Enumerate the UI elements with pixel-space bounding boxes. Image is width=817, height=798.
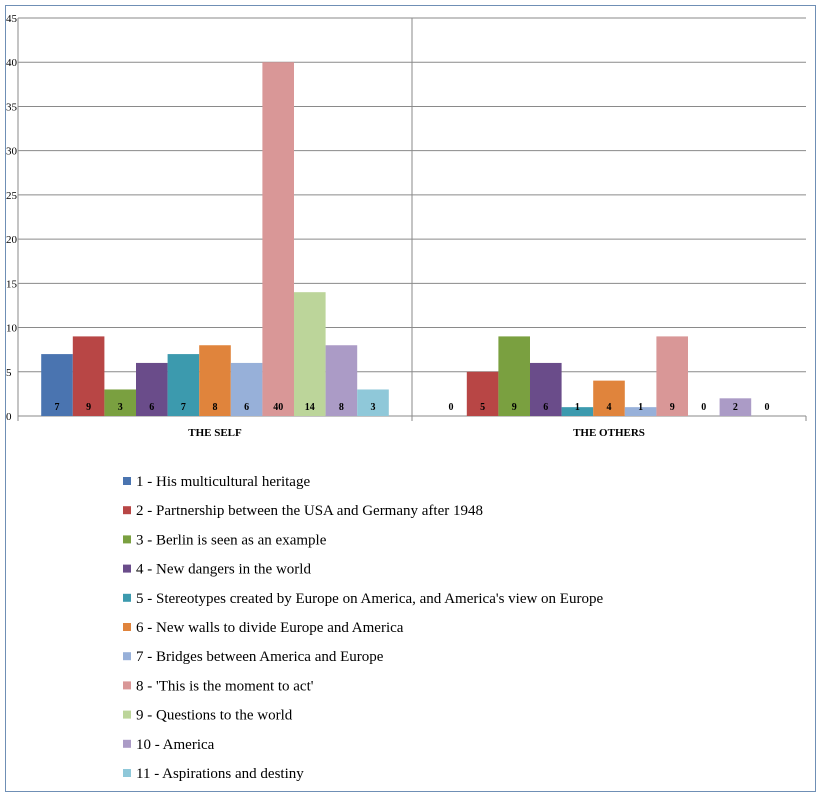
bar bbox=[294, 292, 326, 416]
legend-entry: 4 - New dangers in the world bbox=[136, 562, 311, 578]
legend: 1 - His multicultural heritage 2 - Partne… bbox=[123, 474, 603, 782]
data-label: 0 bbox=[449, 402, 454, 413]
bar bbox=[72, 336, 105, 416]
y-tick-label: 25 bbox=[6, 190, 18, 202]
x-category-label: THE OTHERS bbox=[573, 427, 645, 439]
bar bbox=[466, 371, 499, 416]
data-label: 3 bbox=[371, 402, 376, 413]
bar bbox=[41, 354, 73, 416]
bar bbox=[136, 362, 168, 416]
legend-swatch bbox=[123, 652, 131, 661]
data-label: 8 bbox=[213, 402, 218, 413]
bar bbox=[624, 407, 657, 416]
bar bbox=[561, 407, 594, 416]
legend-swatch bbox=[123, 739, 131, 748]
legend-swatch bbox=[123, 593, 131, 602]
legend-swatch bbox=[123, 710, 131, 719]
legend-swatch bbox=[123, 681, 131, 690]
legend-entry: 6 - New walls to divide Europe and Ameri… bbox=[136, 620, 404, 636]
data-label: 14 bbox=[305, 402, 315, 413]
legend-entry: 9 - Questions to the world bbox=[136, 708, 293, 724]
y-tick-label: 10 bbox=[6, 323, 18, 335]
legend-entry: 5 - Stereotypes created by Europe on Ame… bbox=[136, 591, 603, 607]
bar bbox=[199, 345, 231, 416]
y-tick-label: 35 bbox=[6, 101, 18, 113]
bar bbox=[719, 398, 752, 416]
data-label: 9 bbox=[86, 402, 91, 413]
legend-swatch bbox=[123, 477, 131, 485]
legend-entry: 7 - Bridges between America and Europe bbox=[136, 649, 384, 665]
y-tick-label: 45 bbox=[6, 13, 18, 25]
bar bbox=[167, 354, 200, 416]
bar bbox=[325, 345, 358, 416]
data-label: 8 bbox=[339, 402, 344, 413]
legend-entry: 8 - 'This is the moment to act' bbox=[136, 678, 314, 694]
data-label: 1 bbox=[638, 402, 643, 413]
data-labels: 7 9 3 6 7 8 6 40 14 8 3 0 5 9 6 1 4 1 9 0 2 0 bbox=[55, 402, 770, 413]
bar bbox=[262, 62, 294, 416]
legend-swatch bbox=[123, 769, 131, 777]
legend-swatch bbox=[123, 564, 131, 573]
bar bbox=[656, 336, 688, 416]
data-label: 0 bbox=[701, 402, 706, 413]
data-label: 6 bbox=[543, 402, 548, 413]
bar bbox=[230, 362, 263, 416]
data-label: 6 bbox=[149, 402, 154, 413]
data-label: 2 bbox=[733, 402, 738, 413]
y-tick-label: 5 bbox=[6, 367, 12, 379]
legend-swatch bbox=[123, 535, 131, 544]
bar bbox=[593, 380, 625, 416]
y-tick-label: 20 bbox=[6, 234, 18, 246]
data-label: 1 bbox=[575, 402, 580, 413]
bar bbox=[357, 389, 389, 416]
x-category-label: THE SELF bbox=[188, 427, 242, 439]
y-tick-label: 30 bbox=[6, 146, 18, 158]
data-label: 9 bbox=[512, 402, 517, 413]
legend-entry: 10 - America bbox=[136, 737, 215, 753]
data-label: 7 bbox=[55, 402, 60, 413]
data-label: 5 bbox=[480, 402, 485, 413]
y-tick-label: 15 bbox=[6, 278, 18, 290]
data-label: 7 bbox=[181, 402, 186, 413]
y-tick-label: 0 bbox=[6, 411, 12, 423]
legend-entry: 2 - Partnership between the USA and Germ… bbox=[136, 503, 483, 519]
data-label: 4 bbox=[607, 402, 612, 413]
legend-entry: 3 - Berlin is seen as an example bbox=[136, 532, 327, 548]
bar bbox=[498, 336, 530, 416]
y-tick-label: 40 bbox=[6, 57, 18, 69]
data-label: 0 bbox=[765, 402, 770, 413]
bar bbox=[104, 389, 136, 416]
data-label: 9 bbox=[670, 402, 675, 413]
legend-entry: 1 - His multicultural heritage bbox=[136, 474, 310, 490]
data-label: 6 bbox=[244, 402, 249, 413]
data-label: 40 bbox=[273, 402, 283, 413]
legend-swatch bbox=[123, 506, 131, 515]
legend-entry: 11 - Aspirations and destiny bbox=[136, 766, 304, 782]
bars bbox=[41, 62, 752, 416]
legend-swatch bbox=[123, 623, 131, 631]
data-label: 3 bbox=[118, 402, 123, 413]
bar bbox=[530, 362, 562, 416]
